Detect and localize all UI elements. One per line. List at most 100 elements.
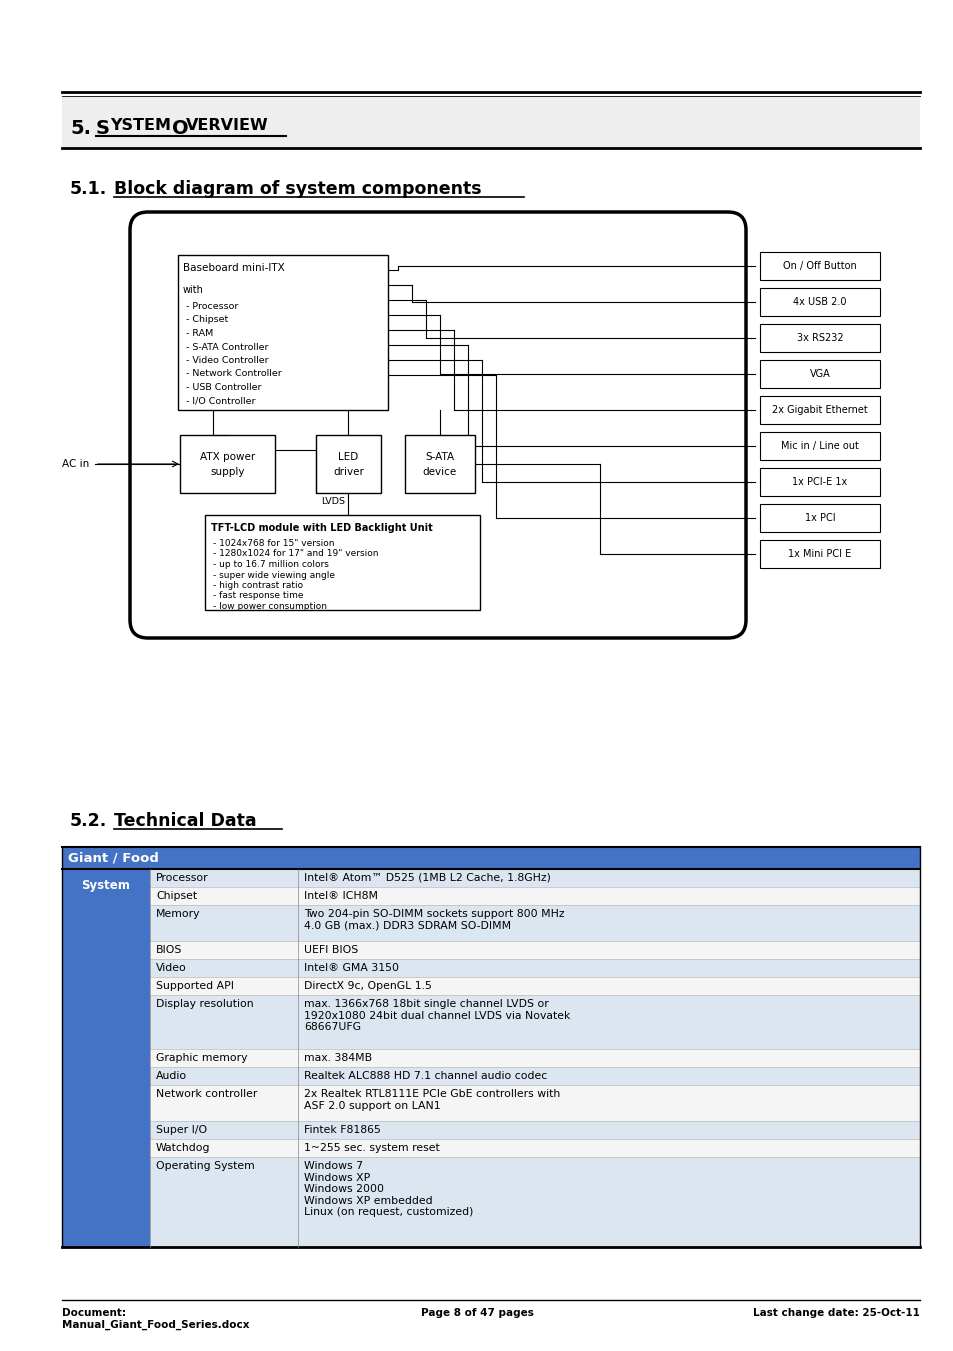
Text: Operating System: Operating System xyxy=(156,1161,254,1171)
Text: Technical Data: Technical Data xyxy=(113,812,256,830)
Text: Page 8 of 47 pages: Page 8 of 47 pages xyxy=(420,1308,533,1319)
FancyBboxPatch shape xyxy=(150,869,919,888)
Text: Audio: Audio xyxy=(156,1071,187,1081)
Text: - fast response time: - fast response time xyxy=(213,592,303,600)
FancyBboxPatch shape xyxy=(150,888,919,905)
FancyBboxPatch shape xyxy=(150,1121,919,1139)
Text: max. 1366x768 18bit single channel LVDS or
1920x1080 24bit dual channel LVDS via: max. 1366x768 18bit single channel LVDS … xyxy=(304,998,570,1032)
FancyBboxPatch shape xyxy=(150,1048,919,1067)
Text: AC in: AC in xyxy=(62,459,90,469)
Text: driver: driver xyxy=(333,467,363,477)
Text: 1x PCI-E 1x: 1x PCI-E 1x xyxy=(792,477,846,486)
Text: BIOS: BIOS xyxy=(156,944,182,955)
Text: Display resolution: Display resolution xyxy=(156,998,253,1009)
FancyBboxPatch shape xyxy=(150,977,919,994)
Text: Mic in / Line out: Mic in / Line out xyxy=(781,440,858,451)
Text: Last change date: 25-Oct-11: Last change date: 25-Oct-11 xyxy=(752,1308,919,1319)
Text: LVDS: LVDS xyxy=(320,497,345,507)
Text: S: S xyxy=(96,119,110,138)
Text: Chipset: Chipset xyxy=(156,892,197,901)
FancyBboxPatch shape xyxy=(760,540,879,567)
FancyBboxPatch shape xyxy=(760,253,879,280)
Text: Fintek F81865: Fintek F81865 xyxy=(304,1125,380,1135)
Text: O: O xyxy=(172,119,189,138)
Text: - up to 16.7 million colors: - up to 16.7 million colors xyxy=(213,561,329,569)
Text: S-ATA: S-ATA xyxy=(425,453,454,462)
FancyBboxPatch shape xyxy=(150,1156,919,1247)
Text: On / Off Button: On / Off Button xyxy=(782,261,856,272)
Text: - low power consumption: - low power consumption xyxy=(213,603,327,611)
FancyBboxPatch shape xyxy=(760,467,879,496)
FancyBboxPatch shape xyxy=(760,432,879,459)
Text: - Video Controller: - Video Controller xyxy=(186,357,269,365)
FancyBboxPatch shape xyxy=(205,515,479,611)
Text: Network controller: Network controller xyxy=(156,1089,257,1098)
FancyBboxPatch shape xyxy=(150,905,919,942)
Text: - I/O Controller: - I/O Controller xyxy=(186,396,255,405)
FancyBboxPatch shape xyxy=(150,1067,919,1085)
Text: - Network Controller: - Network Controller xyxy=(186,370,281,378)
FancyBboxPatch shape xyxy=(150,1139,919,1156)
FancyBboxPatch shape xyxy=(130,212,745,638)
Text: - 1024x768 for 15" version: - 1024x768 for 15" version xyxy=(213,539,335,549)
Text: 1x PCI: 1x PCI xyxy=(803,513,835,523)
Text: 3x RS232: 3x RS232 xyxy=(796,332,842,343)
FancyBboxPatch shape xyxy=(150,942,919,959)
Text: Intel® GMA 3150: Intel® GMA 3150 xyxy=(304,963,398,973)
Text: Video: Video xyxy=(156,963,187,973)
Text: LED: LED xyxy=(338,453,358,462)
Text: Intel® ICH8M: Intel® ICH8M xyxy=(304,892,377,901)
FancyBboxPatch shape xyxy=(760,359,879,388)
Text: VGA: VGA xyxy=(809,369,829,380)
Text: Two 204-pin SO-DIMM sockets support 800 MHz
4.0 GB (max.) DDR3 SDRAM SO-DIMM: Two 204-pin SO-DIMM sockets support 800 … xyxy=(304,909,564,931)
Text: ATX power: ATX power xyxy=(200,453,254,462)
Text: YSTEM: YSTEM xyxy=(110,119,176,134)
Text: - super wide viewing angle: - super wide viewing angle xyxy=(213,570,335,580)
Text: Super I/O: Super I/O xyxy=(156,1125,207,1135)
Text: TFT-LCD module with LED Backlight Unit: TFT-LCD module with LED Backlight Unit xyxy=(211,523,433,534)
FancyBboxPatch shape xyxy=(150,1085,919,1121)
Text: System: System xyxy=(81,880,131,892)
Text: DirectX 9c, OpenGL 1.5: DirectX 9c, OpenGL 1.5 xyxy=(304,981,432,992)
Text: with: with xyxy=(183,285,204,295)
Text: - USB Controller: - USB Controller xyxy=(186,382,261,392)
Text: UEFI BIOS: UEFI BIOS xyxy=(304,944,358,955)
FancyBboxPatch shape xyxy=(62,869,150,1247)
FancyBboxPatch shape xyxy=(760,504,879,532)
FancyBboxPatch shape xyxy=(178,255,388,409)
FancyBboxPatch shape xyxy=(760,288,879,316)
FancyBboxPatch shape xyxy=(405,435,475,493)
Text: device: device xyxy=(422,467,456,477)
Text: 2x Gigabit Ethernet: 2x Gigabit Ethernet xyxy=(771,405,867,415)
FancyBboxPatch shape xyxy=(315,435,380,493)
Text: 4x USB 2.0: 4x USB 2.0 xyxy=(792,297,846,307)
FancyBboxPatch shape xyxy=(150,994,919,1048)
Text: max. 384MB: max. 384MB xyxy=(304,1052,372,1063)
Text: Supported API: Supported API xyxy=(156,981,233,992)
Text: Processor: Processor xyxy=(156,873,209,884)
Text: Realtek ALC888 HD 7.1 channel audio codec: Realtek ALC888 HD 7.1 channel audio code… xyxy=(304,1071,547,1081)
Text: 5.1.: 5.1. xyxy=(70,180,107,199)
Text: - 1280x1024 for 17" and 19" version: - 1280x1024 for 17" and 19" version xyxy=(213,550,378,558)
Text: Memory: Memory xyxy=(156,909,200,919)
Text: 5.2.: 5.2. xyxy=(70,812,107,830)
Text: Giant / Food: Giant / Food xyxy=(68,851,159,865)
Text: 5.: 5. xyxy=(70,119,91,138)
FancyBboxPatch shape xyxy=(760,324,879,353)
Text: 1~255 sec. system reset: 1~255 sec. system reset xyxy=(304,1143,439,1152)
Text: Baseboard mini-ITX: Baseboard mini-ITX xyxy=(183,263,284,273)
Text: Graphic memory: Graphic memory xyxy=(156,1052,247,1063)
Text: Intel® Atom™ D525 (1MB L2 Cache, 1.8GHz): Intel® Atom™ D525 (1MB L2 Cache, 1.8GHz) xyxy=(304,873,550,884)
Text: - S-ATA Controller: - S-ATA Controller xyxy=(186,343,268,351)
Text: supply: supply xyxy=(210,467,245,477)
FancyBboxPatch shape xyxy=(180,435,274,493)
Text: Document:
Manual_Giant_Food_Series.docx: Document: Manual_Giant_Food_Series.docx xyxy=(62,1308,250,1329)
Text: Block diagram of system components: Block diagram of system components xyxy=(113,180,481,199)
Text: Watchdog: Watchdog xyxy=(156,1143,211,1152)
FancyBboxPatch shape xyxy=(62,96,919,149)
Text: 1x Mini PCI E: 1x Mini PCI E xyxy=(787,549,851,559)
FancyBboxPatch shape xyxy=(150,959,919,977)
Text: VERVIEW: VERVIEW xyxy=(186,119,269,134)
Text: 2x Realtek RTL8111E PCIe GbE controllers with
ASF 2.0 support on LAN1: 2x Realtek RTL8111E PCIe GbE controllers… xyxy=(304,1089,559,1111)
Text: - Chipset: - Chipset xyxy=(186,316,228,324)
